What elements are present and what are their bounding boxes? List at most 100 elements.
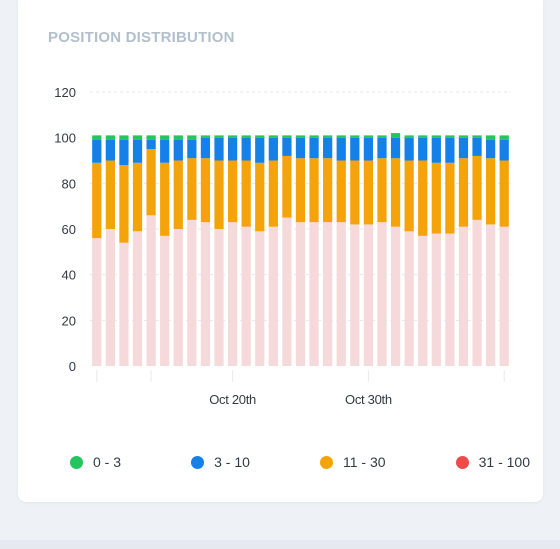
legend-item-31-100[interactable]: 31 - 100	[455, 454, 530, 470]
bar-segment-0-3	[173, 135, 183, 140]
legend-dot-orange	[319, 455, 333, 469]
y-tick-label: 80	[62, 176, 76, 191]
legend-dot-blue	[191, 455, 205, 469]
bar-segment-31-100	[295, 222, 306, 366]
bar-segment-0-3	[146, 135, 156, 140]
bar-segment-3-10	[214, 137, 224, 161]
bar-segment-31-100	[404, 231, 414, 366]
bar-segment-11-30	[295, 158, 306, 223]
bar-segment-31-100	[268, 226, 278, 366]
bar-segment-0-3	[431, 135, 441, 138]
legend-dot-green	[70, 455, 83, 469]
bar-segment-0-3	[119, 135, 129, 140]
bar-segment-3-10	[146, 139, 156, 150]
bar-segment-3-10	[486, 139, 496, 159]
bar-segment-31-100	[363, 224, 374, 366]
bar-segment-3-10	[431, 137, 441, 163]
bar-segment-31-100	[173, 229, 183, 366]
bar-segment-0-3	[227, 135, 238, 138]
bar-segment-11-30	[472, 155, 482, 220]
bar-segment-11-30	[187, 158, 197, 220]
bar-segment-31-100	[309, 222, 319, 366]
bar-segment-11-30	[241, 160, 251, 227]
bar-segment-31-100	[472, 219, 482, 366]
bar-segment-0-3	[255, 135, 265, 138]
bar-segment-0-3	[268, 135, 278, 138]
legend-label: 31 - 100	[478, 454, 530, 470]
bar-segment-0-3	[472, 135, 482, 138]
bar-segment-0-3	[214, 135, 224, 138]
bar-segment-11-30	[458, 158, 469, 227]
bar-segment-11-30	[119, 165, 129, 243]
bar-segment-3-10	[404, 137, 414, 161]
bar-segment-0-3	[92, 135, 102, 140]
bar-segment-31-100	[458, 226, 469, 366]
legend-item-11-30[interactable]: 11 - 30	[319, 454, 386, 470]
legend-label: 3 - 10	[214, 454, 250, 470]
bar-segment-0-3	[445, 135, 455, 138]
x-tick-label: Oct 20th	[209, 392, 256, 407]
y-tick-label: 120	[54, 85, 76, 100]
bar-segment-3-10	[499, 139, 509, 161]
bar-segment-0-3	[486, 135, 496, 140]
bar-segment-11-30	[105, 160, 115, 229]
bar-segment-0-3	[418, 135, 428, 138]
bar-segment-0-3	[132, 135, 143, 140]
bar-segment-31-100	[200, 222, 211, 366]
y-tick-label: 20	[62, 313, 76, 328]
bar-segment-11-30	[350, 160, 360, 225]
bar-segment-3-10	[390, 137, 401, 159]
bar-segment-3-10	[472, 137, 482, 156]
bar-segment-31-100	[323, 222, 333, 366]
bar-segment-3-10	[282, 137, 292, 156]
legend-item-3-10[interactable]: 3 - 10	[191, 454, 250, 470]
bar-segment-0-3	[499, 135, 509, 140]
y-tick-label: 100	[54, 131, 76, 146]
bar-segment-0-3	[295, 135, 306, 138]
bar-segment-11-30	[146, 149, 156, 216]
legend-item-0-3[interactable]: 0 - 3	[70, 454, 121, 470]
bar-segment-11-30	[418, 160, 428, 236]
bar-segment-11-30	[431, 162, 441, 234]
bar-segment-3-10	[458, 137, 469, 159]
bar-segment-3-10	[200, 137, 211, 159]
bar-segment-31-100	[92, 238, 102, 366]
bar-segment-0-3	[187, 135, 197, 140]
bar-segment-3-10	[119, 139, 129, 166]
bar-segment-11-30	[227, 160, 238, 223]
bar-segment-3-10	[350, 137, 360, 161]
bar-segment-31-100	[146, 215, 156, 366]
bar-segment-0-3	[200, 135, 211, 138]
bar-segment-31-100	[132, 231, 143, 366]
bar-segment-0-3	[336, 135, 346, 138]
bar-segment-11-30	[377, 158, 387, 223]
bar-segment-3-10	[418, 137, 428, 161]
position-distribution-card: POSITION DISTRIBUTION 0 20 40 60 80 100 120 Oct…	[18, 0, 543, 502]
bar-segment-31-100	[119, 242, 129, 366]
bar-segment-11-30	[499, 160, 509, 227]
bar-segment-0-3	[160, 135, 170, 140]
bar-segment-3-10	[445, 137, 455, 163]
bar-segment-11-30	[132, 162, 143, 232]
bar-segment-0-3	[390, 133, 401, 138]
bar-segment-11-30	[255, 162, 265, 232]
legend-label: 0 - 3	[93, 454, 122, 470]
bar-segment-3-10	[160, 139, 170, 163]
bar-segment-3-10	[255, 137, 265, 163]
bar-segment-11-30	[390, 158, 401, 227]
bar-segment-11-30	[336, 160, 346, 223]
bar-segment-31-100	[105, 229, 115, 366]
bar-segment-0-3	[105, 135, 115, 140]
bar-segment-31-100	[241, 226, 251, 366]
bar-segment-3-10	[227, 137, 238, 161]
bar-segment-31-100	[418, 235, 428, 366]
bar-segment-31-100	[282, 217, 292, 366]
bar-segment-11-30	[268, 160, 278, 227]
bar-segment-31-100	[445, 233, 455, 366]
bar-segment-0-3	[377, 135, 387, 138]
bar-segment-31-100	[486, 224, 496, 366]
bar-segment-3-10	[323, 137, 333, 159]
card-title: POSITION DISTRIBUTION	[48, 29, 235, 46]
bar-segment-3-10	[187, 139, 197, 159]
bar-segment-11-30	[214, 160, 224, 229]
